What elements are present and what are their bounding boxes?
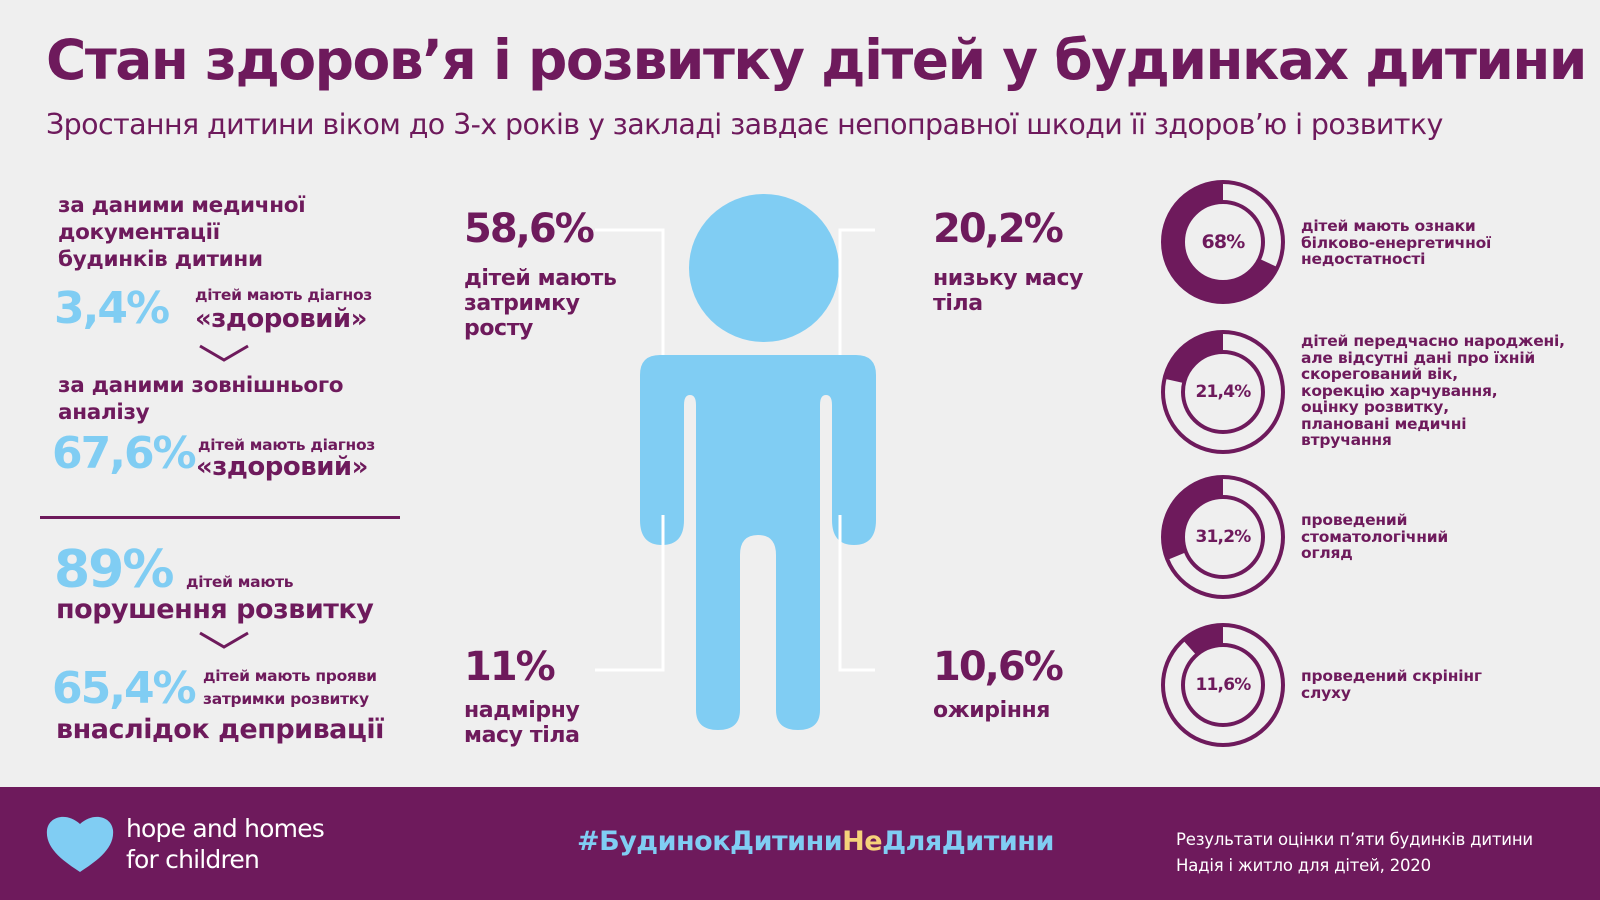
stat-overweight-desc: надмірну масу тіла xyxy=(464,698,580,748)
stat-healthy-medical-quote: «здоровий» xyxy=(195,304,367,334)
stat-obesity-value: 10,6% xyxy=(933,644,1064,690)
donut-desc-hearing: проведений скрінінг слуху xyxy=(1301,667,1482,702)
donut-value: 68% xyxy=(1201,231,1245,253)
stat-healthy-medical-value: 3,4% xyxy=(54,283,170,334)
campaign-hashtag[interactable]: #БудинокДитиниНеДляДитини xyxy=(577,826,1054,857)
stat-growth-delay-value: 58,6% xyxy=(464,206,595,252)
page-subtitle: Зростання дитини віком до 3-х років у за… xyxy=(46,108,1443,141)
stat-overweight-value: 11% xyxy=(464,644,556,690)
stat-growth-delay-desc: дітей мають затримку росту xyxy=(464,266,617,341)
donut-ring xyxy=(1161,475,1285,599)
hashtag-part-1: #БудинокДитини xyxy=(577,826,843,857)
donut-chart-protein-energy: 68% xyxy=(1160,179,1286,305)
donut-value: 21,4% xyxy=(1195,382,1252,402)
logo-text: hope and homes for children xyxy=(126,814,325,874)
donut-ring xyxy=(1161,180,1285,304)
footer-bar xyxy=(0,787,1600,900)
donut-desc-premature: дітей передчасно народжені, але відсутні… xyxy=(1301,332,1565,449)
stat-deprivation-value: 65,4% xyxy=(52,663,197,714)
footer-source-note: Результати оцінки п’яти будинків дитини … xyxy=(1176,830,1533,875)
heart-icon xyxy=(46,816,114,872)
external-analysis-heading: за даними зовнішнього аналізу xyxy=(58,373,344,425)
chevron-down-icon xyxy=(199,631,249,649)
connector-lines xyxy=(595,228,875,672)
hashtag-part-3: ДляДитини xyxy=(882,826,1054,857)
donut-desc-dental: проведений стоматологічний огляд xyxy=(1301,511,1449,562)
stat-obesity-desc: ожиріння xyxy=(933,698,1051,723)
stat-deprivation-label-1: дітей мають прояви xyxy=(203,667,377,685)
stat-low-weight-value: 20,2% xyxy=(933,206,1064,252)
stat-healthy-external-value: 67,6% xyxy=(52,428,197,479)
donut-chart-premature: 21,4% xyxy=(1160,329,1286,455)
medical-docs-heading: за даними медичної документації будинків… xyxy=(58,193,306,272)
chevron-down-icon xyxy=(199,344,249,362)
donut-value: 11,6% xyxy=(1195,675,1252,695)
donut-value: 31,2% xyxy=(1195,527,1252,547)
stat-low-weight-desc: низьку масу тіла xyxy=(933,266,1084,316)
donut-ring xyxy=(1161,623,1285,747)
stat-dev-disorder-text: порушення розвитку xyxy=(56,594,374,625)
donut-ring xyxy=(1161,330,1285,454)
donut-chart-dental: 31,2% xyxy=(1160,474,1286,600)
stat-deprivation-text: внаслідок депривації xyxy=(56,714,384,745)
donut-desc-protein-energy: дітей мають ознаки білково-енергетичної … xyxy=(1301,217,1492,268)
stat-dev-disorder-label: дітей мають xyxy=(186,573,294,591)
stat-healthy-medical-label: дітей мають діагноз xyxy=(195,286,373,304)
stat-healthy-external-quote: «здоровий» xyxy=(196,452,368,482)
stat-deprivation-label-2: затримки розвитку xyxy=(203,690,369,708)
stat-dev-disorder-value: 89% xyxy=(54,540,174,600)
stat-healthy-external-label: дітей мають діагноз xyxy=(198,436,376,454)
section-divider xyxy=(40,516,400,519)
hashtag-part-2: Не xyxy=(842,826,883,857)
child-figure-icon xyxy=(640,194,876,730)
donut-chart-hearing: 11,6% xyxy=(1160,622,1286,748)
page-title: Стан здоров’я і розвитку дітей у будинка… xyxy=(46,28,1587,92)
